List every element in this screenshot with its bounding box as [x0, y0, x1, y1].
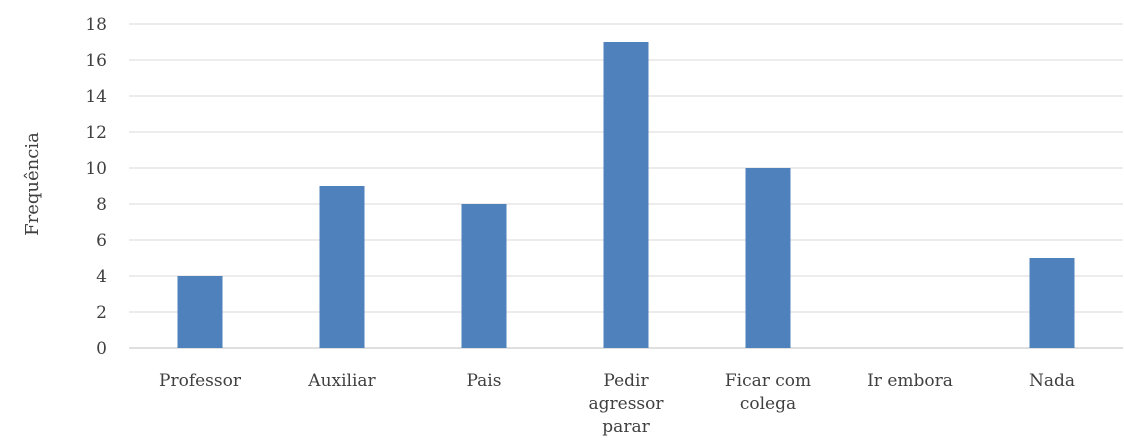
bars	[177, 42, 1075, 348]
x-category-label: Professor	[159, 371, 242, 391]
y-tick-label: 8	[96, 195, 107, 215]
x-category-label: Pais	[467, 371, 502, 391]
y-tick-label: 18	[85, 15, 107, 35]
y-tick-label: 4	[96, 267, 107, 287]
y-tick-label: 12	[85, 123, 107, 143]
x-axis-labels: Professor Auxiliar Pais Pedir agressor parar F…	[159, 371, 1075, 437]
x-category-label: Ficar com colega	[725, 371, 811, 414]
bar	[319, 186, 365, 348]
bar	[1029, 258, 1075, 348]
y-tick-label: 2	[96, 303, 107, 323]
bar	[177, 276, 223, 348]
y-tick-label: 0	[96, 339, 107, 359]
x-category-label: Pedir agressor parar	[588, 371, 664, 437]
y-tick-label: 6	[96, 231, 107, 251]
y-axis-ticks: 0 2 4 6 8 10 12 14 16 18	[85, 15, 107, 359]
y-tick-label: 14	[85, 87, 107, 107]
y-tick-label: 16	[85, 51, 107, 71]
x-category-label: Nada	[1029, 371, 1075, 391]
bar	[603, 42, 649, 348]
y-tick-label: 10	[85, 159, 107, 179]
y-axis-title: Frequência	[22, 132, 43, 236]
bar	[461, 204, 507, 348]
x-category-label: Auxiliar	[307, 371, 376, 391]
bar	[745, 168, 791, 348]
x-category-label: Ir embora	[867, 371, 953, 391]
